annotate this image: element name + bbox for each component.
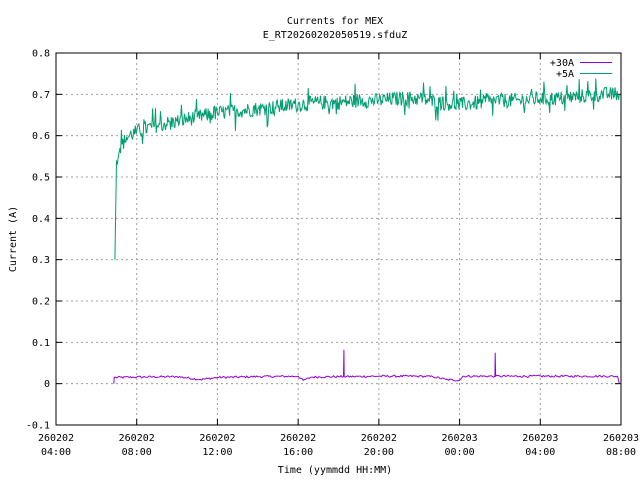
legend: +30A+5A [550,58,612,80]
y-tick-label: 0.6 [32,131,50,142]
x-tick-time-label: 20:00 [364,447,394,458]
x-tick-date-label: 260202 [199,433,235,444]
x-tick-date-label: 260203 [522,433,558,444]
y-tick-label: 0.7 [32,90,50,101]
series-line-plus-5a [114,78,620,260]
y-axis-label: Current (A) [8,206,19,272]
axis-ticks [55,52,622,426]
chart-subtitle: E_RT20260202050519.sfduZ [263,30,408,41]
x-tick-time-label: 16:00 [283,447,313,458]
legend-label: +30A [550,58,574,69]
y-tick-label: -0.1 [26,421,50,432]
y-tick-label: 0.2 [32,297,50,308]
x-tick-date-label: 260203 [442,433,478,444]
y-tick-label: 0.1 [32,338,50,349]
y-tick-label: 0 [44,379,50,390]
x-tick-date-label: 260202 [280,433,316,444]
x-tick-date-label: 260202 [119,433,155,444]
y-tick-label: 0.5 [32,173,50,184]
x-tick-date-label: 260202 [361,433,397,444]
y-axis-tick-labels: -0.1 0 0.1 0.2 0.3 0.4 0.5 0.6 0.7 0.8 [26,49,50,432]
x-axis-label: Time (yymmdd HH:MM) [278,465,392,476]
plot-frame [55,52,622,426]
legend-label: +5A [556,69,574,80]
y-tick-label: 0.4 [32,214,50,225]
x-tick-time-label: 12:00 [202,447,232,458]
x-tick-time-label: 04:00 [41,447,71,458]
grid-lines [56,53,621,425]
x-axis-tick-labels: 260202 04:00 260202 08:00 260202 12:00 260202 1… [38,433,639,458]
y-tick-label: 0.8 [32,49,50,60]
x-tick-time-label: 00:00 [445,447,475,458]
x-tick-time-label: 08:00 [122,447,152,458]
series-line-plus-30a [113,349,620,384]
x-tick-time-label: 08:00 [606,447,636,458]
series-lines [113,78,620,384]
y-tick-label: 0.3 [32,255,50,266]
x-tick-date-label: 260202 [38,433,74,444]
chart-title: Currents for MEX [287,16,383,27]
x-tick-date-label: 260203 [603,433,639,444]
x-tick-time-label: 04:00 [525,447,555,458]
